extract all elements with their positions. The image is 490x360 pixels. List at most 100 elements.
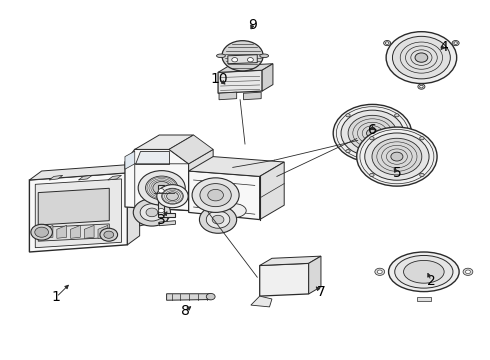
Circle shape xyxy=(386,32,457,84)
Polygon shape xyxy=(127,164,140,245)
Circle shape xyxy=(357,127,437,186)
Polygon shape xyxy=(71,225,80,238)
Polygon shape xyxy=(158,185,175,217)
Polygon shape xyxy=(38,188,109,225)
Circle shape xyxy=(392,36,450,79)
Circle shape xyxy=(418,84,425,89)
Polygon shape xyxy=(219,92,237,100)
Circle shape xyxy=(31,224,52,240)
Polygon shape xyxy=(309,256,321,294)
Polygon shape xyxy=(189,171,260,220)
Text: 10: 10 xyxy=(210,72,228,86)
Polygon shape xyxy=(218,64,273,72)
Polygon shape xyxy=(49,175,63,180)
Polygon shape xyxy=(260,264,309,296)
Text: 1: 1 xyxy=(52,290,61,304)
Circle shape xyxy=(454,42,457,44)
Circle shape xyxy=(341,110,404,156)
Polygon shape xyxy=(38,224,109,241)
Circle shape xyxy=(346,149,350,153)
Circle shape xyxy=(138,171,185,205)
Circle shape xyxy=(146,176,178,200)
Circle shape xyxy=(162,188,183,204)
Polygon shape xyxy=(78,175,92,180)
Polygon shape xyxy=(125,149,189,211)
Circle shape xyxy=(192,178,239,212)
Circle shape xyxy=(365,133,429,180)
Polygon shape xyxy=(218,70,262,93)
Circle shape xyxy=(146,208,158,217)
Circle shape xyxy=(104,231,114,238)
Polygon shape xyxy=(189,149,213,211)
Circle shape xyxy=(212,215,224,224)
Circle shape xyxy=(384,40,391,46)
Circle shape xyxy=(369,174,374,177)
Polygon shape xyxy=(169,135,213,164)
Circle shape xyxy=(167,192,178,201)
Circle shape xyxy=(35,227,49,237)
Circle shape xyxy=(247,58,253,62)
Polygon shape xyxy=(244,92,261,100)
Text: 7: 7 xyxy=(317,285,325,298)
Polygon shape xyxy=(57,225,67,238)
Circle shape xyxy=(346,114,350,117)
Text: 2: 2 xyxy=(427,274,436,288)
Polygon shape xyxy=(98,225,108,238)
Ellipse shape xyxy=(395,256,453,288)
Circle shape xyxy=(419,85,423,88)
Circle shape xyxy=(158,189,164,193)
Text: 4: 4 xyxy=(439,40,448,54)
Circle shape xyxy=(206,211,230,228)
Circle shape xyxy=(157,185,188,208)
Circle shape xyxy=(333,104,412,162)
Polygon shape xyxy=(189,157,284,176)
Circle shape xyxy=(420,174,424,177)
Text: 9: 9 xyxy=(248,18,257,32)
Polygon shape xyxy=(262,64,273,91)
Polygon shape xyxy=(228,55,257,64)
Polygon shape xyxy=(135,151,169,164)
Polygon shape xyxy=(140,197,154,226)
Polygon shape xyxy=(43,225,53,238)
Circle shape xyxy=(394,114,399,117)
Polygon shape xyxy=(84,225,94,238)
Polygon shape xyxy=(251,296,272,307)
Circle shape xyxy=(140,204,164,221)
Circle shape xyxy=(369,136,374,140)
Ellipse shape xyxy=(389,252,459,292)
Circle shape xyxy=(452,40,459,46)
Circle shape xyxy=(199,206,237,233)
Polygon shape xyxy=(29,173,127,252)
Circle shape xyxy=(391,152,403,161)
Ellipse shape xyxy=(404,260,444,283)
Circle shape xyxy=(415,53,428,62)
Circle shape xyxy=(133,199,171,226)
Circle shape xyxy=(206,293,215,300)
Circle shape xyxy=(153,181,171,194)
Circle shape xyxy=(375,268,385,275)
Polygon shape xyxy=(108,175,122,180)
Bar xyxy=(416,297,431,301)
Circle shape xyxy=(348,115,397,151)
Ellipse shape xyxy=(260,54,269,58)
Polygon shape xyxy=(167,294,211,300)
Circle shape xyxy=(208,189,223,201)
Text: 5: 5 xyxy=(392,166,401,180)
Polygon shape xyxy=(29,164,140,180)
Circle shape xyxy=(232,58,238,62)
Circle shape xyxy=(367,129,378,138)
Text: 6: 6 xyxy=(368,123,377,136)
Circle shape xyxy=(100,228,118,241)
Circle shape xyxy=(463,268,473,275)
Circle shape xyxy=(372,138,422,175)
Polygon shape xyxy=(125,151,135,169)
Circle shape xyxy=(386,42,389,44)
Text: 8: 8 xyxy=(181,305,190,318)
Circle shape xyxy=(200,184,231,207)
Circle shape xyxy=(222,41,263,71)
Polygon shape xyxy=(135,135,194,149)
Text: 3: 3 xyxy=(157,213,166,226)
Circle shape xyxy=(158,208,164,213)
Polygon shape xyxy=(35,179,122,248)
Circle shape xyxy=(420,136,424,140)
